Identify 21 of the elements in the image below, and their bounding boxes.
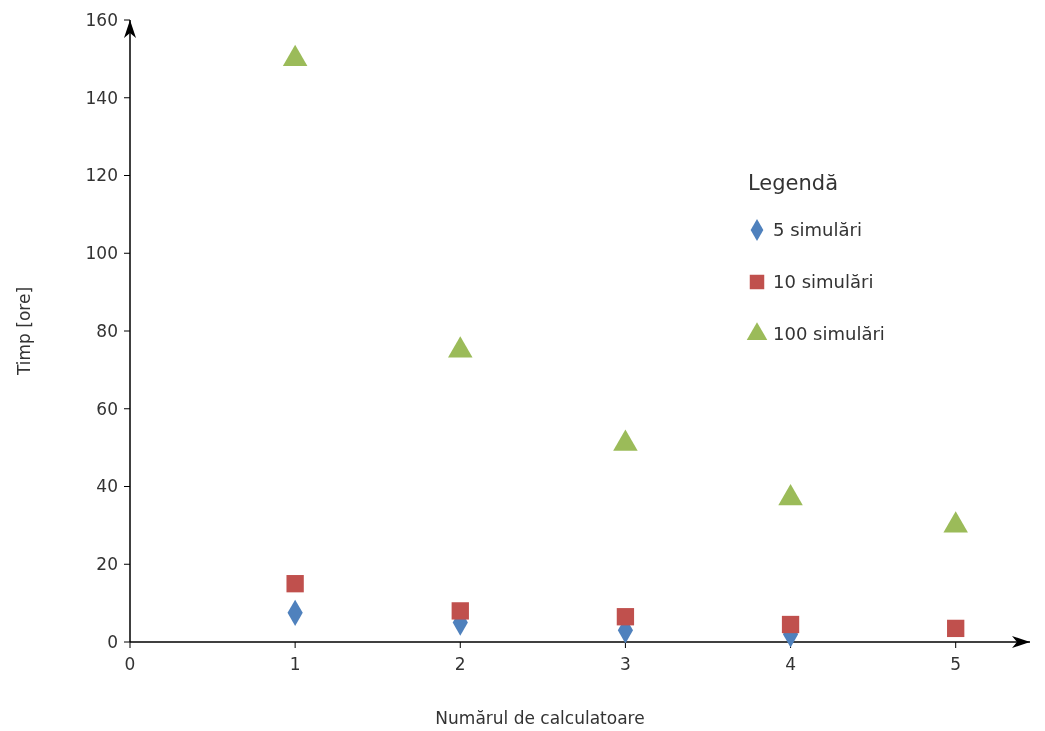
y-tick-label: 20 xyxy=(96,554,118,575)
legend-title: Legendă xyxy=(748,171,839,195)
y-tick-label: 40 xyxy=(96,476,118,497)
y-tick-label: 140 xyxy=(85,87,118,108)
y-tick-label: 0 xyxy=(107,631,118,652)
y-tick-label: 60 xyxy=(96,398,118,419)
x-tick-label: 1 xyxy=(289,654,301,674)
legend-label: 10 simulări xyxy=(773,271,874,293)
legend-label: 5 simulări xyxy=(773,219,862,241)
x-tick-label: 0 xyxy=(124,654,136,674)
x-tick-label: 3 xyxy=(620,654,631,674)
y-tick-label: 80 xyxy=(96,320,118,341)
y-tick-label: 120 xyxy=(85,165,118,186)
x-tick-label: 2 xyxy=(454,654,466,674)
legend-label: 100 simulări xyxy=(773,323,885,345)
y-tick-label: 160 xyxy=(85,9,118,30)
x-tick-label: 5 xyxy=(950,654,962,674)
y-axis-title: Timp [ore] xyxy=(14,286,34,377)
x-axis-title: Numărul de calculatoare xyxy=(435,708,645,728)
x-tick-label: 4 xyxy=(785,654,796,674)
y-tick-label: 100 xyxy=(85,243,118,264)
